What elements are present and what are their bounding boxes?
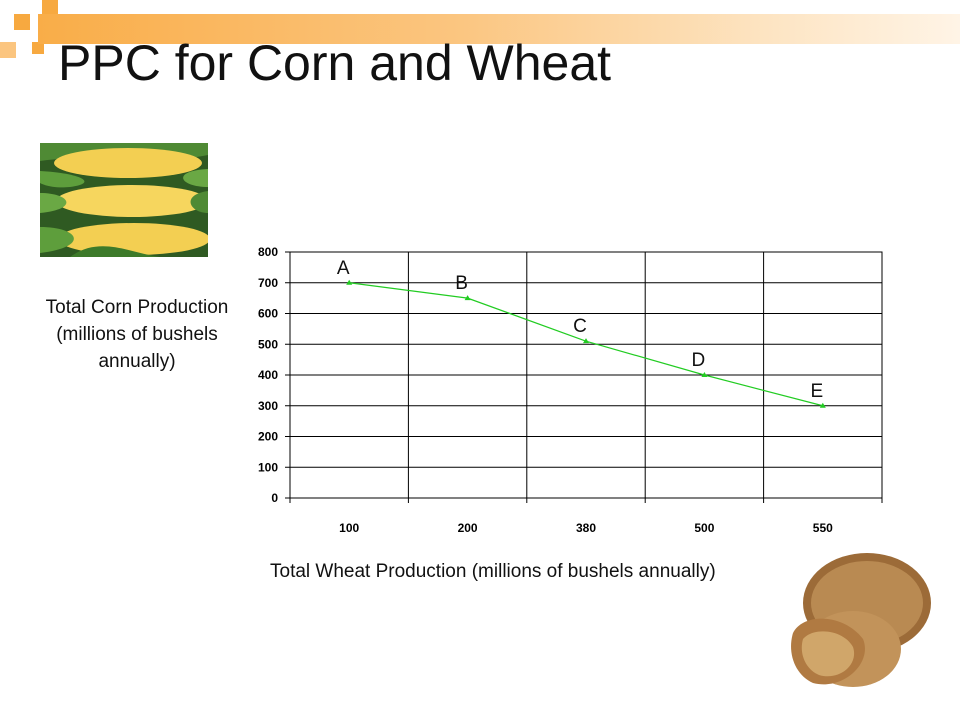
corner-square-2 <box>42 0 58 16</box>
header-bar <box>38 14 960 44</box>
x-tick-label: 200 <box>458 521 478 535</box>
y-axis-label: Total Corn Production (millions of bushe… <box>45 297 229 372</box>
y-tick-label: 800 <box>258 245 278 259</box>
point-label: B <box>455 273 468 294</box>
x-tick-label: 550 <box>813 521 833 535</box>
y-tick-label: 100 <box>258 460 278 474</box>
y-tick-label: 300 <box>258 399 278 413</box>
y-tick-label: 0 <box>271 491 278 505</box>
y-tick-label: 700 <box>258 276 278 290</box>
y-tick-label: 200 <box>258 430 278 444</box>
x-tick-label: 100 <box>339 521 359 535</box>
data-point <box>346 279 353 285</box>
corner-square-1 <box>14 14 30 30</box>
wheat-grain-photo <box>783 543 935 695</box>
y-tick-label: 600 <box>258 307 278 321</box>
x-tick-label: 500 <box>694 521 714 535</box>
data-point <box>583 338 589 344</box>
corn-photo <box>40 143 208 257</box>
wheat-grain-icon <box>791 553 931 687</box>
data-point <box>819 402 826 408</box>
point-label: A <box>337 258 350 279</box>
point-label: D <box>692 350 706 371</box>
x-axis-label: Total Wheat Production (millions of bush… <box>270 561 716 582</box>
corn-icon <box>40 143 208 257</box>
y-tick-label: 500 <box>258 337 278 351</box>
data-point <box>464 295 471 301</box>
point-label: E <box>810 381 823 402</box>
data-point <box>701 372 708 377</box>
x-tick-label: 380 <box>576 521 596 535</box>
corner-square-4 <box>32 42 44 54</box>
y-tick-label: 400 <box>258 368 278 382</box>
corner-square-3 <box>0 42 16 58</box>
slide-title: PPC for Corn and Wheat <box>58 35 612 91</box>
point-label: C <box>573 316 587 337</box>
